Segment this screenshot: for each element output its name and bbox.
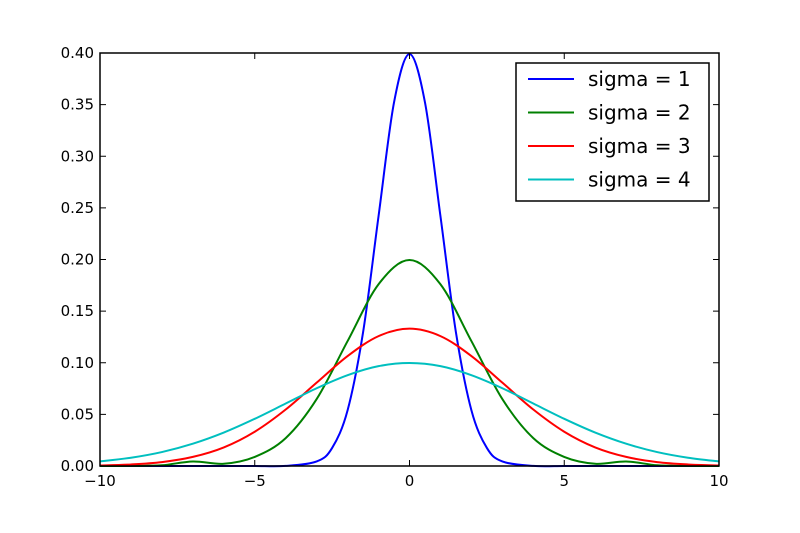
x-tick-label: −5 <box>244 472 266 490</box>
y-tick-label: 0.15 <box>61 302 94 320</box>
y-tick-label: 0.05 <box>61 405 94 423</box>
axes: −10 −5 0 5 10 0.00 0.05 0.10 0.15 0.20 0.25 0.30 0.3… <box>61 44 729 490</box>
y-tick-label: 0.25 <box>61 199 94 217</box>
legend-label-sigma-4: sigma = 4 <box>588 168 691 192</box>
legend-box <box>515 62 710 202</box>
legend-label-sigma-2: sigma = 2 <box>588 101 691 125</box>
legend-label-sigma-1: sigma = 1 <box>588 67 691 91</box>
y-tick-label: 0.35 <box>61 96 94 114</box>
series-line-sigma-3 <box>99 327 720 467</box>
legend: sigma = 1 sigma = 2 sigma = 3 sigma = 4 <box>515 62 710 202</box>
x-tick-label: 5 <box>559 472 569 490</box>
x-tick-label: −10 <box>84 472 116 490</box>
y-tick-label: 0.10 <box>61 354 94 372</box>
legend-label-sigma-3: sigma = 3 <box>588 134 691 158</box>
x-tick-label: 0 <box>405 472 415 490</box>
y-tick-label: 0.40 <box>61 44 94 62</box>
series-line-sigma-4 <box>99 362 720 463</box>
series-line-sigma-2 <box>99 259 720 467</box>
y-tick-label: 0.20 <box>61 251 94 269</box>
x-tick-label: 10 <box>709 472 728 490</box>
y-tick-label: 0.00 <box>61 457 94 475</box>
y-tick-label: 0.30 <box>61 147 94 165</box>
